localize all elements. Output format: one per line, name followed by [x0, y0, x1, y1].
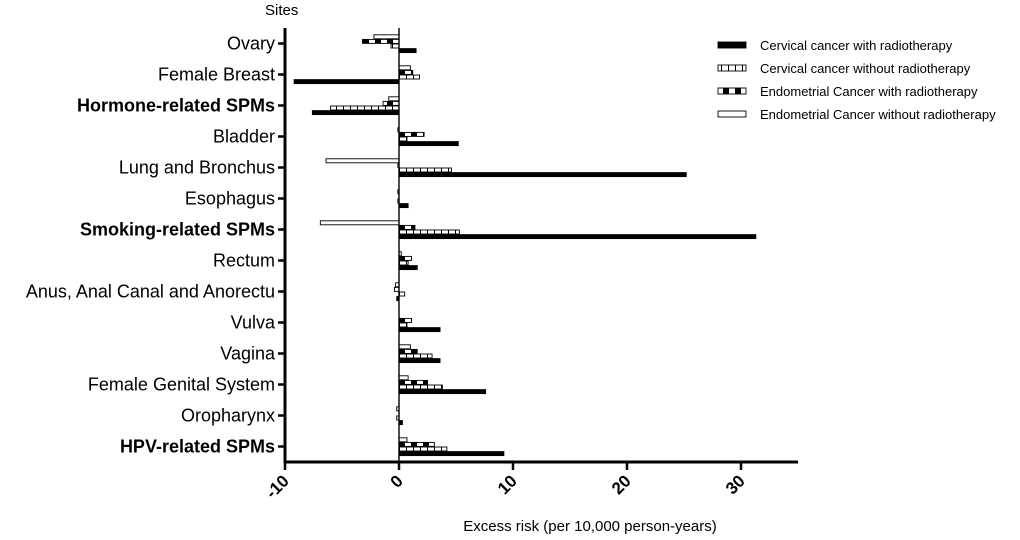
- x-tick-label: -10: [262, 471, 293, 502]
- bar-female-genital-system-endometrial-cancer-without-radiotherapy: [398, 375, 409, 381]
- bar-hpv-related-spms-endometrial-cancer-without-radiotherapy: [398, 437, 408, 443]
- bar-vulva-cervical-cancer-without-radiotherapy: [398, 322, 408, 328]
- x-tick-label: 20: [608, 471, 635, 498]
- bar-female-genital-system-cervical-cancer-without-radiotherapy: [398, 384, 443, 390]
- bar-smoking-related-spms-cervical-cancer-with-radiotherapy: [398, 234, 757, 240]
- y-tick-label: Esophagus: [185, 189, 275, 209]
- bar-female-genital-system-cervical-cancer-with-radiotherapy: [398, 389, 487, 395]
- bar-female-genital-system-endometrial-cancer-with-radiotherapy: [398, 379, 428, 385]
- x-tick-label: 30: [722, 471, 749, 498]
- bar-vagina-cervical-cancer-without-radiotherapy: [398, 353, 433, 359]
- bar-vagina-endometrial-cancer-with-radiotherapy: [398, 348, 418, 354]
- bar-anus-anal-canal-and-anorectu-cervical-cancer-without-radiotherapy: [398, 291, 406, 297]
- y-tick-label: Vulva: [231, 313, 276, 333]
- y-tick-label: Oropharynx: [181, 406, 275, 426]
- y-tick-label: Female Breast: [158, 65, 275, 85]
- y-tick-label: Female Genital System: [88, 375, 275, 395]
- y-tick-label: Ovary: [227, 34, 275, 54]
- bar-ovary-cervical-cancer-without-radiotherapy: [390, 43, 400, 49]
- y-tick-label: Hormone-related SPMs: [77, 96, 275, 116]
- legend-label-cervical-cancer-with-radiotherapy: Cervical cancer with radiotherapy: [760, 38, 953, 53]
- bar-female-breast-cervical-cancer-without-radiotherapy: [398, 74, 420, 80]
- y-tick-label: Rectum: [213, 251, 275, 271]
- bar-female-breast-endometrial-cancer-with-radiotherapy: [398, 69, 414, 75]
- bar-bladder-cervical-cancer-with-radiotherapy: [398, 141, 459, 147]
- y-axis-title: Sites: [265, 2, 298, 19]
- bar-hormone-related-spms-cervical-cancer-with-radiotherapy: [311, 110, 400, 116]
- bar-vagina-cervical-cancer-with-radiotherapy: [398, 358, 441, 364]
- bar-bladder-cervical-cancer-without-radiotherapy: [398, 136, 408, 142]
- bar-rectum-endometrial-cancer-with-radiotherapy: [398, 255, 412, 261]
- bar-hormone-related-spms-endometrial-cancer-without-radiotherapy: [388, 96, 400, 102]
- bar-female-breast-endometrial-cancer-without-radiotherapy: [398, 65, 411, 71]
- bar-hormone-related-spms-cervical-cancer-without-radiotherapy: [330, 105, 400, 111]
- bar-hpv-related-spms-cervical-cancer-with-radiotherapy: [398, 451, 505, 457]
- bar-ovary-endometrial-cancer-with-radiotherapy: [362, 38, 400, 44]
- bar-smoking-related-spms-cervical-cancer-without-radiotherapy: [398, 229, 460, 235]
- bar-ovary-endometrial-cancer-without-radiotherapy: [373, 34, 400, 40]
- legend-swatch-cervical-cancer-without-radiotherapy: [717, 64, 747, 72]
- bar-lung-and-bronchus-cervical-cancer-without-radiotherapy: [398, 167, 452, 173]
- bar-ovary-cervical-cancer-with-radiotherapy: [398, 48, 417, 54]
- y-tick-label: Vagina: [220, 344, 276, 364]
- bar-smoking-related-spms-endometrial-cancer-with-radiotherapy: [398, 224, 416, 230]
- y-tick-label: Bladder: [213, 127, 275, 147]
- bar-rectum-cervical-cancer-without-radiotherapy: [398, 260, 409, 266]
- y-tick-label: Anus, Anal Canal and Anorectu: [26, 282, 275, 302]
- axes-layer: Ovary Female Breast Hormone-related SPMs Bl…: [26, 28, 798, 502]
- y-tick-label: Lung and Bronchus: [119, 158, 275, 178]
- bar-smoking-related-spms-endometrial-cancer-without-radiotherapy: [319, 220, 400, 226]
- x-axis-title: Excess risk (per 10,000 person-years): [463, 518, 716, 535]
- bar-esophagus-cervical-cancer-with-radiotherapy: [398, 203, 409, 209]
- bar-vulva-cervical-cancer-with-radiotherapy: [398, 327, 441, 333]
- bar-bladder-endometrial-cancer-with-radiotherapy: [398, 131, 425, 137]
- legend-label-endometrial-cancer-without-radiotherapy: Endometrial Cancer without radiotherapy: [760, 107, 996, 122]
- bar-lung-and-bronchus-cervical-cancer-with-radiotherapy: [398, 172, 687, 178]
- bar-hormone-related-spms-endometrial-cancer-with-radiotherapy: [382, 100, 400, 106]
- legend-label-endometrial-cancer-with-radiotherapy: Endometrial Cancer with radiotherapy: [760, 84, 978, 99]
- x-tick-label: 0: [387, 471, 407, 491]
- bar-hpv-related-spms-cervical-cancer-without-radiotherapy: [398, 446, 448, 452]
- y-tick-label: HPV-related SPMs: [120, 437, 275, 457]
- x-tick-label: 10: [494, 471, 521, 498]
- bars-layer: [293, 34, 757, 457]
- legend-swatch-cervical-cancer-with-radiotherapy: [717, 41, 747, 49]
- bar-lung-and-bronchus-endometrial-cancer-without-radiotherapy: [325, 158, 400, 164]
- legend: Cervical cancer with radiotherapy Cervica…: [717, 38, 996, 122]
- legend-swatch-endometrial-cancer-with-radiotherapy: [717, 87, 747, 95]
- bar-female-breast-cervical-cancer-with-radiotherapy: [293, 79, 400, 85]
- legend-label-cervical-cancer-without-radiotherapy: Cervical cancer without radiotherapy: [760, 61, 971, 76]
- y-tick-label: Smoking-related SPMs: [80, 220, 275, 240]
- bar-rectum-cervical-cancer-with-radiotherapy: [398, 265, 418, 271]
- bar-vagina-endometrial-cancer-without-radiotherapy: [398, 344, 411, 350]
- legend-swatch-endometrial-cancer-without-radiotherapy: [717, 110, 747, 118]
- bar-vulva-endometrial-cancer-with-radiotherapy: [398, 317, 412, 323]
- bar-hpv-related-spms-endometrial-cancer-with-radiotherapy: [398, 441, 435, 447]
